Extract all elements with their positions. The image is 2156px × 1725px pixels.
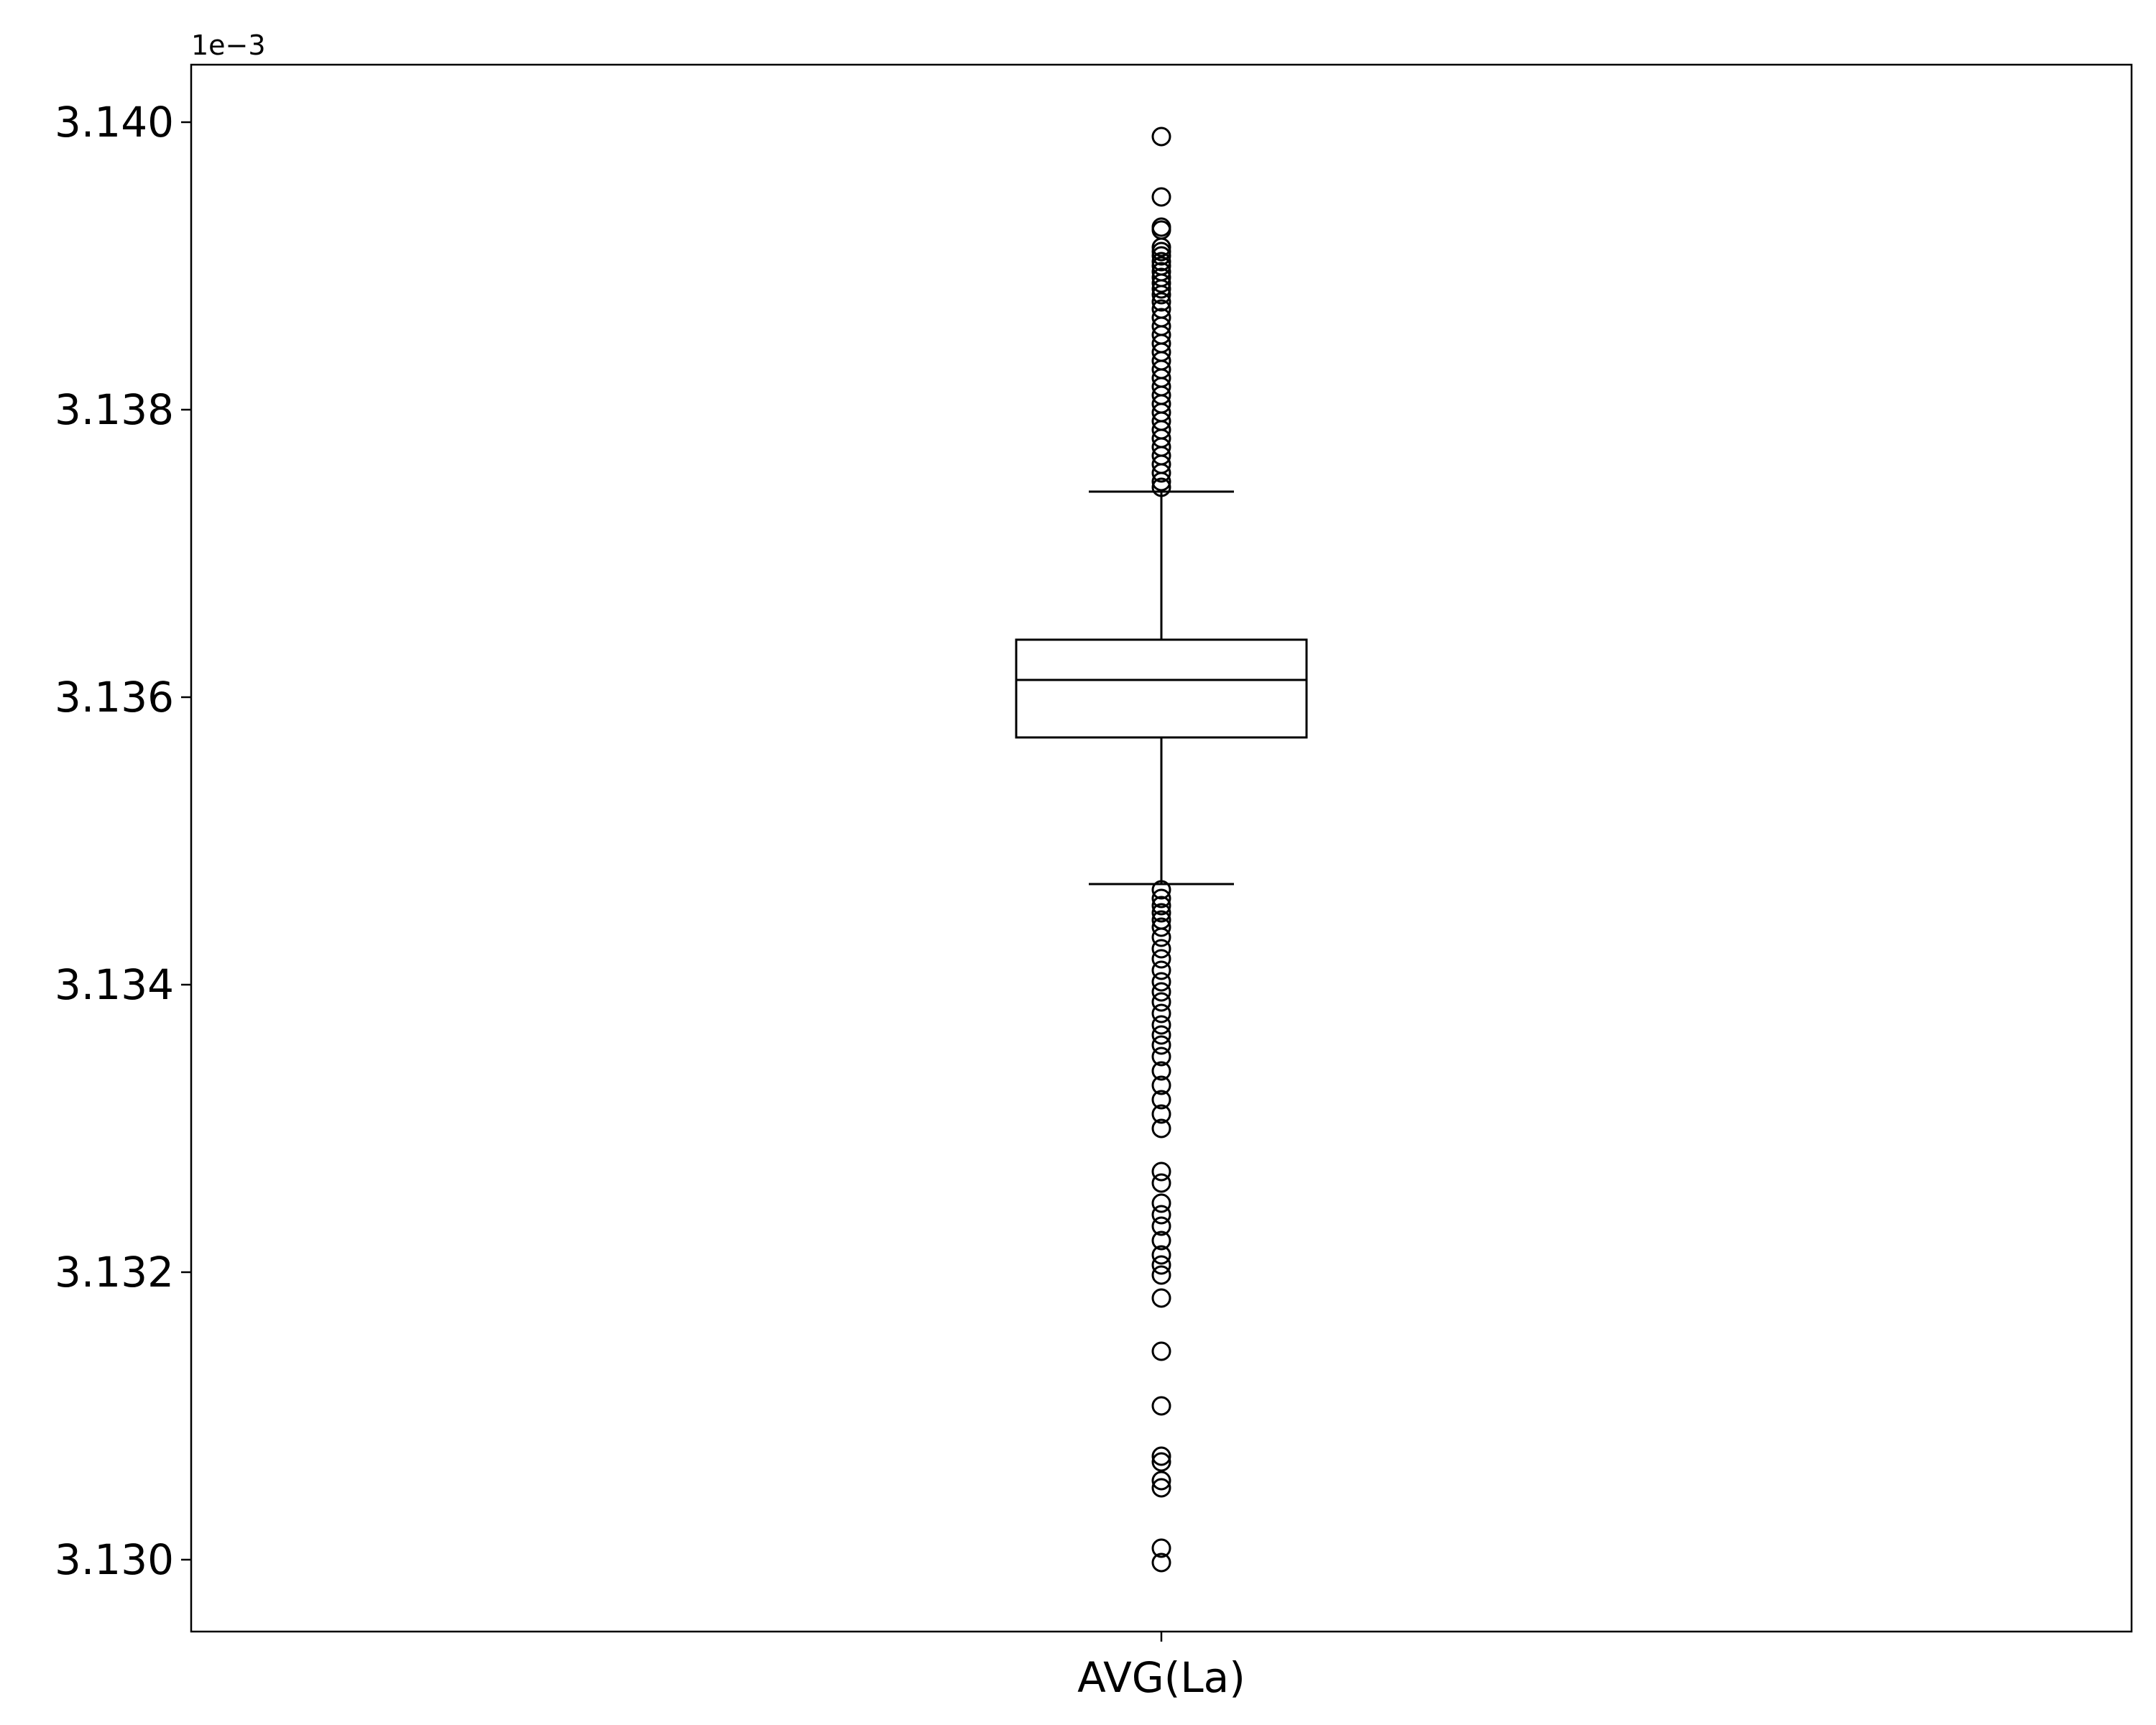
outlier-point — [1151, 1075, 1171, 1095]
outlier-point — [1151, 960, 1171, 980]
outlier-point — [1151, 992, 1171, 1012]
outlier-point — [1151, 1396, 1171, 1416]
outlier-point — [1151, 982, 1171, 1002]
outlier-point — [1151, 927, 1171, 947]
outlier-point — [1151, 477, 1171, 497]
outlier-point — [1151, 472, 1171, 492]
outlier-point — [1151, 463, 1171, 483]
outlier-point — [1151, 1471, 1171, 1491]
outlier-point — [1151, 1538, 1171, 1558]
outlier-point — [1151, 1003, 1171, 1024]
outlier-point — [1151, 1265, 1171, 1285]
outlier-point — [1151, 292, 1171, 312]
y-tick-label: 3.138 — [55, 385, 174, 434]
outlier-point — [1151, 1446, 1171, 1466]
outlier-point — [1151, 896, 1171, 916]
outlier-point — [1151, 917, 1171, 937]
y-axis-offset-label: 1e−3 — [191, 29, 266, 61]
outlier-point — [1151, 972, 1171, 992]
outlier-point — [1151, 949, 1171, 969]
outlier-point — [1151, 1452, 1171, 1472]
outlier-point — [1151, 1205, 1171, 1225]
y-tick-label: 3.134 — [55, 960, 174, 1009]
outlier-point — [1151, 1035, 1171, 1055]
outlier-point — [1151, 187, 1171, 207]
outlier-point — [1151, 1090, 1171, 1110]
outlier-point — [1151, 126, 1171, 147]
outlier-point — [1151, 246, 1171, 266]
outlier-point — [1151, 1341, 1171, 1361]
outlier-point — [1151, 273, 1171, 293]
y-tick-label: 3.132 — [55, 1248, 174, 1297]
outlier-point — [1151, 1173, 1171, 1193]
outlier-point — [1151, 1046, 1171, 1067]
interquartile-box — [1015, 638, 1308, 739]
outlier-point — [1151, 1245, 1171, 1265]
outlier-point — [1151, 1255, 1171, 1275]
outlier-point — [1151, 285, 1171, 305]
y-tick-label: 3.136 — [55, 673, 174, 722]
y-tick-label: 3.130 — [55, 1535, 174, 1584]
outlier-point — [1151, 1193, 1171, 1213]
y-tick-label: 3.140 — [55, 98, 174, 147]
x-tick-label: AVG(La) — [1077, 1653, 1245, 1702]
outlier-point — [1151, 279, 1171, 299]
outlier-point — [1151, 903, 1171, 923]
outlier-point — [1151, 939, 1171, 959]
outlier-point — [1151, 888, 1171, 908]
plot-area — [1015, 126, 1308, 1573]
outlier-point — [1151, 1061, 1171, 1081]
outlier-point — [1151, 1015, 1171, 1035]
outlier-point — [1151, 1118, 1171, 1138]
outlier-point — [1151, 1162, 1171, 1182]
outlier-point — [1151, 1216, 1171, 1236]
outlier-point — [1151, 880, 1171, 900]
outlier-point — [1151, 1230, 1171, 1251]
outlier-point — [1151, 1288, 1171, 1308]
outlier-point — [1151, 1478, 1171, 1498]
outlier-point — [1151, 1025, 1171, 1045]
outlier-point — [1151, 1104, 1171, 1124]
outlier-point — [1151, 1552, 1171, 1573]
axes: 3.130 3.132 3.134 3.136 3.138 3.140 AVG(La) — [55, 98, 1245, 1702]
